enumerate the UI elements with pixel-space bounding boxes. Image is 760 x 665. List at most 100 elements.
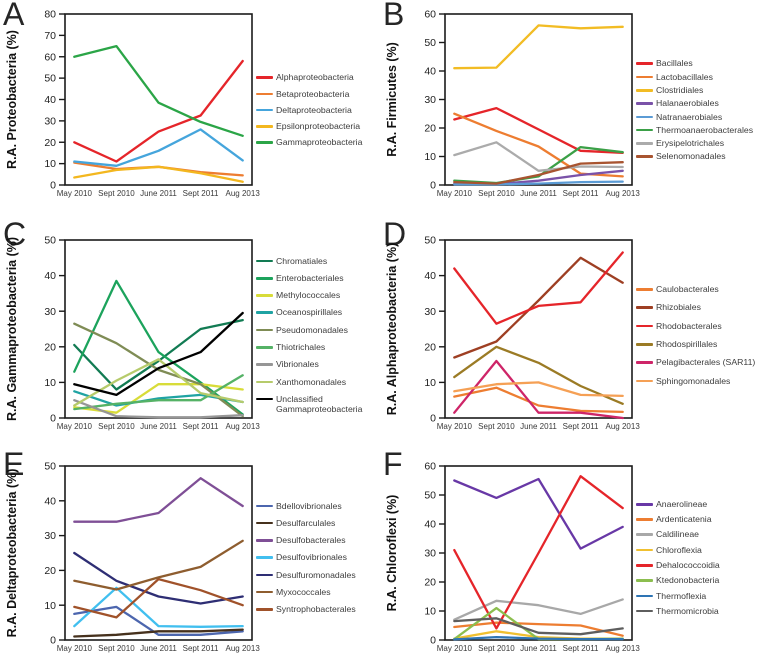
- legend-swatch-caldilineae: [636, 533, 653, 537]
- x-tick-label: Sept 2011: [183, 422, 219, 431]
- legend-swatch-ktedonobacteria: [636, 579, 653, 582]
- y-axis-title: R.A. Deltaproteobacteria (%): [5, 469, 19, 638]
- x-tick-label: June 2011: [140, 422, 177, 431]
- plot-frame: [444, 239, 633, 419]
- x-tick-label: Sept 2011: [563, 422, 599, 431]
- legend-label-enterobacteriales: Enterobacteriales: [276, 272, 344, 283]
- legend-swatch-gammaproteobacteria: [256, 141, 273, 144]
- legend-label-xanthomonadales: Xanthomonadales: [276, 376, 347, 387]
- legend-label-selenomonadales: Selenomonadales: [656, 151, 726, 162]
- series-line-caulobacterales: [453, 386, 624, 414]
- legend-item-desulfuromonadales: Desulfuromonadales: [256, 570, 380, 580]
- series-line-natranaerobiales: [453, 180, 624, 186]
- y-tick-label: 60: [424, 9, 436, 21]
- legend-chloroflexi: Anaerolineae Ardenticatenia Caldilineae Chl…: [636, 450, 760, 665]
- legend-label-clostridiales: Clostridiales: [656, 84, 704, 95]
- legend-label-oceanospirillales: Oceanospirillales: [276, 307, 343, 318]
- legend-swatch-chromatiales: [256, 259, 273, 263]
- legend-swatch-rhodobacterales: [636, 324, 653, 328]
- panel-letter-f: F: [383, 446, 403, 482]
- legend-item-thermomicrobia: Thermomicrobia: [636, 606, 760, 616]
- y-tick-label: 50: [424, 490, 436, 502]
- y-tick-label: 20: [44, 137, 56, 149]
- y-tick-label: 40: [44, 94, 56, 106]
- legend-label-ardenticatenia: Ardenticatenia: [656, 514, 712, 525]
- series-line-rhodospirillales: [453, 345, 624, 405]
- x-tick-label: Aug 2013: [606, 422, 641, 431]
- legend-item-gammaproteobacteria: Gammaproteobacteria: [256, 137, 380, 147]
- legend-item-myxococcales: Myxococcales: [256, 587, 380, 597]
- x-tick-label: June 2011: [140, 644, 177, 653]
- legend-item-alphaproteobacteria: Alphaproteobacteria: [256, 72, 380, 82]
- series-line-ardenticatenia: [453, 621, 624, 637]
- legend-label-desulfovibrionales: Desulfovibrionales: [276, 552, 347, 563]
- plot-frame: [444, 13, 633, 186]
- legend-swatch-vibrionales: [256, 363, 273, 366]
- legend-swatch-epsilonproteobacteria: [256, 125, 273, 128]
- legend-label-vibrionales: Vibrionales: [276, 359, 319, 370]
- legend-item-epsilonproteobacteria: Epsilonproteobacteria: [256, 121, 380, 131]
- legend-label-erysipelotrichales: Erysipelotrichales: [656, 138, 725, 149]
- legend-label-bdellovibrionales: Bdellovibrionales: [276, 500, 342, 511]
- legend-item-anaerolineae: Anaerolineae: [636, 499, 760, 509]
- legend-item-unclassified-gammaproteobacteria: Unclassified Gammaproteobacteria: [256, 394, 380, 415]
- panel-F: F 0 10 20 30 40 50 60 May 2010 Sept 2010 June 201…: [380, 446, 760, 665]
- series-line-desulfovibrionales: [73, 586, 244, 628]
- x-tick-label: Sept 2010: [478, 189, 515, 198]
- y-tick-label: 20: [44, 341, 56, 353]
- legend-item-dehalococcoidia: Dehalococcoidia: [636, 560, 760, 570]
- legend-item-syntrophobacterales: Syntrophobacterales: [256, 604, 380, 614]
- y-tick-label: 40: [44, 495, 56, 507]
- legend-swatch-natranaerobiales: [636, 115, 653, 119]
- legend-gammaproteobacteria: Chromatiales Enterobacteriales Methylococc…: [256, 220, 380, 450]
- series-line-bdellovibrionales: [73, 605, 244, 636]
- legend-deltaproteobacteria: Bdellovibrionales Desulfarculales Desulfob…: [256, 450, 380, 665]
- legend-swatch-halanaerobiales: [636, 102, 653, 105]
- legend-item-sphingomonadales: Sphingomonadales: [636, 376, 760, 386]
- series-line-epsilonproteobacteria: [73, 165, 244, 183]
- x-tick-label: Sept 2010: [98, 422, 135, 431]
- legend-item-pseudomonadales: Pseudomonadales: [256, 325, 380, 335]
- y-tick-label: 10: [424, 151, 436, 163]
- legend-item-pelagibacterales-sar11: Pelagibacterales (SAR11): [636, 357, 760, 367]
- legend-label-epsilonproteobacteria: Epsilonproteobacteria: [276, 121, 361, 132]
- legend-swatch-chloroflexia: [636, 548, 653, 552]
- legend-item-desulfovibrionales: Desulfovibrionales: [256, 552, 380, 562]
- legend-item-natranaerobiales: Natranaerobiales: [636, 112, 760, 122]
- legend-label-sphingomonadales: Sphingomonadales: [656, 375, 731, 386]
- panel-letter-b: B: [383, 0, 405, 32]
- y-tick-label: 40: [424, 519, 436, 531]
- legend-swatch-pseudomonadales: [256, 328, 273, 332]
- y-tick-label: 40: [424, 270, 436, 282]
- legend-label-rhizobiales: Rhizobiales: [656, 302, 701, 313]
- y-tick-label: 0: [50, 180, 56, 192]
- legend-label-unclassified-gammaproteobacteria: Unclassified Gammaproteobacteria: [276, 393, 363, 415]
- legend-swatch-clostridiales: [636, 88, 653, 92]
- y-tick-label: 0: [50, 635, 56, 647]
- series-line-unclassified-gammaproteobacteria: [73, 311, 244, 397]
- x-tick-label: Aug 2013: [226, 422, 261, 431]
- legend-swatch-methylococcales: [256, 294, 273, 297]
- legend-swatch-thermoanaerobacterales: [636, 128, 653, 132]
- legend-swatch-desulfuromonadales: [256, 573, 273, 577]
- series-line-selenomonadales: [453, 161, 624, 185]
- legend-swatch-anaerolineae: [636, 502, 653, 506]
- legend-item-thermoflexia: Thermoflexia: [636, 591, 760, 601]
- legend-item-thiotrichales: Thiotrichales: [256, 342, 380, 352]
- legend-item-lactobacillales: Lactobacillales: [636, 72, 760, 82]
- legend-swatch-selenomonadales: [636, 155, 653, 158]
- y-tick-label: 60: [44, 51, 56, 63]
- series-line-enterobacteriales: [73, 279, 244, 416]
- series-line-gammaproteobacteria: [73, 44, 244, 137]
- y-tick-label: 30: [44, 306, 56, 318]
- legend-item-bacillales: Bacillales: [636, 58, 760, 68]
- legend-item-xanthomonadales: Xanthomonadales: [256, 377, 380, 387]
- legend-swatch-xanthomonadales: [256, 380, 273, 384]
- legend-label-ktedonobacteria: Ktedonobacteria: [656, 575, 720, 586]
- y-axis-title: R.A. Alphaproteobacteria (%): [385, 243, 399, 415]
- y-tick-label: 0: [430, 635, 436, 647]
- x-tick-label: May 2010: [57, 189, 93, 198]
- x-tick-label: Aug 2013: [606, 644, 641, 653]
- y-tick-label: 10: [424, 606, 436, 618]
- x-tick-label: Sept 2010: [478, 422, 515, 431]
